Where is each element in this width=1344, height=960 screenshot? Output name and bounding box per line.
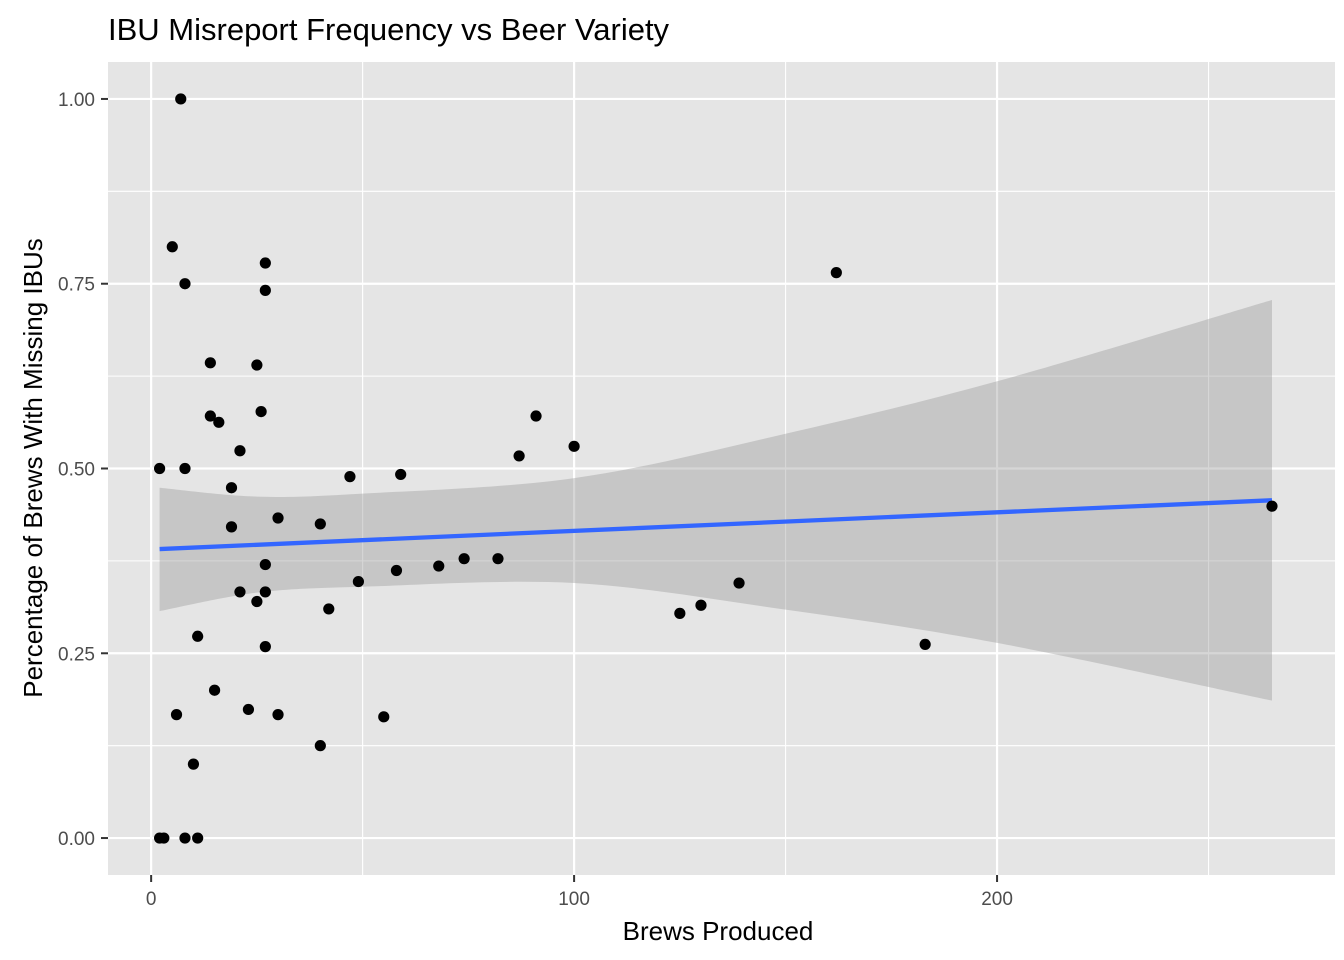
y-tick-label: 0.00 — [58, 829, 95, 850]
data-point — [179, 832, 191, 844]
data-point — [208, 684, 221, 696]
data-point — [674, 607, 686, 619]
data-point — [255, 405, 267, 418]
gridlines — [108, 62, 1335, 875]
data-point — [433, 560, 445, 572]
data-point — [251, 595, 263, 608]
confidence-band — [159, 299, 1272, 701]
data-point — [830, 267, 842, 279]
data-point — [390, 564, 403, 577]
data-point — [314, 518, 326, 530]
data-point — [213, 416, 225, 428]
y-tick-label: 1.00 — [58, 90, 95, 111]
y-tick-label: 0.75 — [58, 275, 95, 296]
data-point — [272, 512, 284, 524]
data-point — [695, 599, 707, 611]
data-point — [458, 553, 470, 565]
x-tick-label: 0 — [146, 889, 157, 910]
data-point — [158, 832, 170, 844]
data-point — [272, 709, 284, 721]
data-point — [259, 558, 271, 571]
y-tick-label: 0.25 — [58, 644, 95, 665]
data-point — [530, 410, 542, 422]
chart-title: IBU Misreport Frequency vs Beer Variety — [108, 12, 670, 47]
y-tick-label: 0.50 — [58, 460, 95, 481]
data-point — [259, 284, 271, 296]
data-point — [166, 241, 178, 253]
data-point — [513, 450, 525, 462]
data-point — [187, 758, 200, 770]
x-axis-title: Brews Produced — [623, 916, 814, 946]
axes: 0 100 200 0.00 0.25 0.50 0.75 1.00 — [58, 90, 1013, 910]
data-point — [204, 410, 216, 422]
data-point — [179, 462, 191, 475]
data-point — [225, 521, 238, 533]
data-point — [179, 278, 191, 290]
data-point — [568, 440, 580, 452]
data-point — [919, 638, 931, 651]
fit-line — [159, 498, 1273, 552]
data-point — [192, 630, 204, 642]
data-point — [259, 641, 271, 653]
data-point — [259, 586, 271, 598]
x-tick-label: 100 — [558, 889, 590, 910]
x-tick-label: 200 — [981, 889, 1013, 910]
data-point — [234, 445, 246, 457]
data-point — [192, 832, 204, 844]
data-point — [242, 703, 255, 716]
data-point — [204, 357, 216, 369]
data-point — [344, 471, 356, 483]
data-point — [234, 586, 246, 598]
data-point — [225, 482, 238, 494]
confidence-ribbon — [159, 299, 1272, 701]
fit-line-group — [159, 498, 1273, 552]
data-point — [1266, 500, 1278, 512]
data-point — [492, 553, 504, 565]
data-point — [259, 257, 271, 269]
data-point — [170, 709, 183, 721]
data-point — [733, 577, 745, 589]
data-point — [352, 575, 364, 588]
data-point — [251, 359, 263, 371]
data-point — [154, 462, 166, 475]
data-point — [378, 711, 390, 723]
data-points — [154, 93, 1278, 844]
data-point — [323, 603, 335, 615]
data-point — [395, 468, 407, 481]
y-axis-title: Percentage of Brews With Missing IBUs — [18, 238, 48, 698]
data-point — [175, 93, 187, 105]
data-point — [314, 740, 326, 752]
